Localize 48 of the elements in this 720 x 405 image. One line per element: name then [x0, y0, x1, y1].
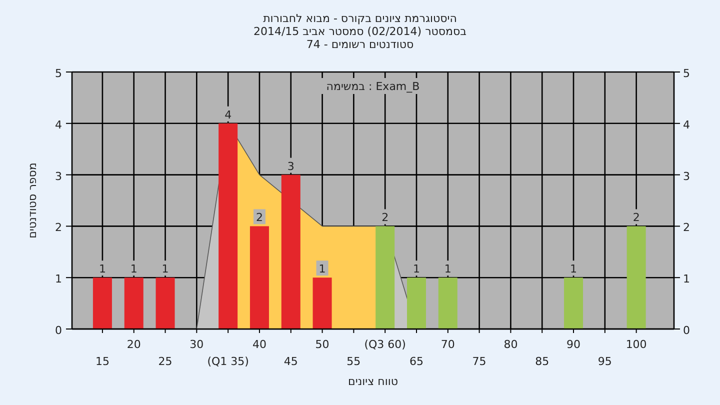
x-tick-label: 45 [284, 355, 298, 368]
y-tick-label: 5 [55, 67, 62, 80]
y-axis-title: מספר סטודנטים [26, 162, 39, 238]
text: בסמסטר (02/2014) סמסטר אביב 2014/15 [253, 25, 467, 38]
y-tick-label: 0 [55, 324, 62, 337]
x-tick-label: 70 [440, 338, 455, 351]
data-label: 1 [130, 262, 138, 276]
data-label: 3 [287, 160, 294, 173]
x-tick-label: 20 [126, 338, 141, 351]
x-tick-label: 50 [315, 338, 330, 351]
y-tick-label: 1 [55, 272, 62, 286]
x-tick-label: 15 [95, 355, 110, 368]
data-label: 1 [570, 262, 578, 276]
y2-tick-label: 1 [683, 272, 690, 286]
y2-tick-label: 0 [683, 324, 690, 337]
x-tick-label: (Q1 35) [207, 355, 249, 368]
y-tick-label: 2 [55, 221, 62, 234]
data-label: 1 [318, 262, 326, 276]
x-tick-label: 40 [252, 338, 266, 351]
x-tick-label: 85 [535, 355, 550, 368]
x-tick-label: 100 [626, 338, 647, 351]
y2-tick-label: 2 [683, 221, 690, 234]
data-label: 1 [412, 262, 420, 276]
data-label: 4 [224, 108, 232, 122]
x-tick-label: 65 [409, 355, 424, 368]
y2-tick-label: 3 [683, 170, 690, 183]
x-axis-title: טווח ציונים [348, 375, 398, 388]
x-tick-label: 75 [472, 355, 486, 368]
chart-title: היסטוגרמת ציונים בקורס - מבוא לחבורות [263, 12, 457, 25]
x-tick-label: 25 [158, 355, 172, 368]
data-label: 1 [98, 262, 106, 276]
y-tick-label: 4 [55, 118, 62, 132]
data-label: 2 [256, 211, 263, 224]
x-tick-label: 95 [598, 355, 612, 368]
x-tick-label: 30 [190, 338, 204, 351]
x-tick-label: 55 [346, 355, 361, 368]
data-label: 2 [382, 211, 389, 224]
x-tick-label: (Q3 60) [364, 338, 406, 351]
data-label: 1 [444, 262, 452, 276]
text: סטודנטים רשומים - 74 [306, 38, 414, 51]
data-label: 2 [632, 211, 640, 224]
y-tick-label: 3 [55, 170, 62, 183]
y2-tick-label: 5 [683, 67, 690, 80]
y2-tick-label: 4 [683, 118, 690, 132]
x-tick-label: 80 [504, 338, 518, 351]
data-label: 1 [162, 262, 169, 276]
x-tick-label: 90 [566, 338, 581, 351]
annotation: במשימה : Exam_B [326, 80, 420, 93]
